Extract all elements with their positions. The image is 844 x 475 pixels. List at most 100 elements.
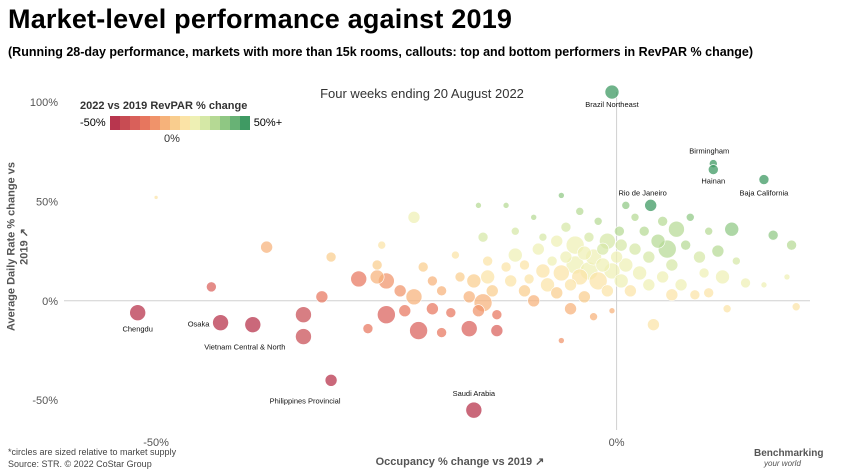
market-bubble [371, 259, 383, 271]
market-bubble [680, 239, 691, 251]
market-bubble [546, 255, 558, 267]
legend-swatch [189, 116, 200, 130]
legend-swatches [109, 116, 250, 130]
callout-label: Baja California [740, 189, 790, 198]
market-bubble [445, 307, 457, 319]
market-bubble [650, 233, 666, 249]
market-bubble [523, 273, 535, 285]
legend-swatch [209, 116, 220, 130]
market-bubble [704, 226, 713, 236]
market-bubble [454, 271, 466, 283]
market-bubble [614, 238, 628, 252]
market-bubble [614, 225, 625, 237]
market-bubble [519, 259, 530, 271]
market-bubble [398, 304, 412, 318]
market-bubble [628, 242, 642, 256]
market-bubble [703, 287, 714, 299]
market-bubble [674, 278, 688, 292]
market-bubble [647, 318, 660, 331]
legend-swatch [219, 116, 230, 130]
market-bubble [610, 250, 623, 264]
market-bubble [668, 220, 685, 238]
market-bubble [724, 221, 740, 237]
market-bubble [362, 323, 374, 334]
x-axis-label: Occupancy % change vs 2019 ↗ [375, 456, 545, 468]
market-bubble [485, 284, 499, 298]
market-bubble [491, 309, 503, 321]
market-bubble [472, 304, 485, 318]
callout-bubble [758, 174, 770, 185]
callout-bubble [707, 164, 719, 175]
callout-label: Osaka [188, 320, 211, 329]
market-bubble [657, 215, 668, 227]
legend-mid-label: 0% [164, 133, 180, 145]
callout-label: Chengdu [122, 325, 152, 334]
legend-swatch [199, 116, 210, 130]
callout-label: Brazil Northeast [585, 100, 639, 109]
market-bubble [693, 250, 706, 264]
legend-swatch [179, 116, 190, 130]
y-axis-label: Average Daily Rate % change vs 2019 ↗ [5, 162, 31, 331]
legend-swatch [139, 116, 150, 130]
market-bubble [621, 201, 631, 210]
market-bubble [500, 261, 512, 273]
market-bubble [532, 242, 545, 256]
market-bubble [504, 274, 517, 288]
market-bubble [632, 265, 647, 281]
revpar-color-legend: 2022 vs 2019 RevPAR % change -50% 50%+ 0… [80, 100, 282, 145]
callout-label: Vietnam Central & North [204, 343, 285, 352]
market-bubble [369, 269, 385, 285]
market-bubble [436, 327, 447, 338]
market-bubble [571, 268, 589, 286]
callout-bubble [644, 199, 657, 212]
x-tick-label: 0% [609, 437, 625, 449]
logo-line-2: your world [764, 459, 801, 468]
legend-scale: -50% 50%+ [80, 116, 282, 130]
legend-title: 2022 vs 2019 RevPAR % change [80, 100, 248, 112]
market-bubble [564, 302, 577, 316]
market-bubble [426, 302, 439, 316]
market-bubble [451, 250, 460, 260]
market-bubble [295, 306, 312, 324]
market-bubble [613, 273, 629, 289]
y-tick-label: 100% [30, 97, 58, 109]
market-bubble [405, 288, 423, 306]
market-bubble [698, 267, 710, 279]
logo-line-1: Benchmarking [754, 448, 824, 459]
market-bubble [527, 294, 541, 308]
callout-bubble [324, 374, 338, 387]
callout-label: Birmingham [689, 147, 729, 156]
callout-bubble [212, 314, 229, 331]
market-bubble [740, 277, 751, 289]
callout-label: Saudi Arabia [453, 389, 496, 398]
market-bubble [601, 284, 614, 298]
market-bubble [618, 257, 634, 273]
market-bubble [377, 305, 396, 325]
market-bubble [786, 239, 797, 251]
market-bubble [596, 242, 610, 256]
market-bubble [689, 289, 701, 301]
market-bubble [595, 257, 611, 273]
market-bubble [535, 263, 551, 279]
market-bubble [589, 312, 598, 321]
market-bubble [502, 202, 510, 209]
market-bubble [538, 232, 548, 242]
y-tick-label: -50% [32, 395, 58, 407]
market-bubble [656, 270, 669, 284]
market-bubble [575, 207, 585, 216]
market-bubble [477, 231, 489, 243]
legend-swatch [159, 116, 170, 130]
market-bubble [560, 221, 572, 233]
legend-swatch [239, 116, 250, 130]
market-bubble [407, 210, 421, 224]
x-tick-label: -50% [143, 437, 169, 449]
market-bubble [550, 286, 564, 300]
market-bubble [711, 244, 725, 258]
market-bubble [608, 307, 616, 315]
market-bubble [783, 273, 791, 281]
market-bubble [638, 225, 650, 237]
chart-title: Four weeks ending 20 August 2022 [320, 86, 524, 101]
market-bubble [466, 273, 482, 289]
market-bubble [642, 250, 656, 264]
